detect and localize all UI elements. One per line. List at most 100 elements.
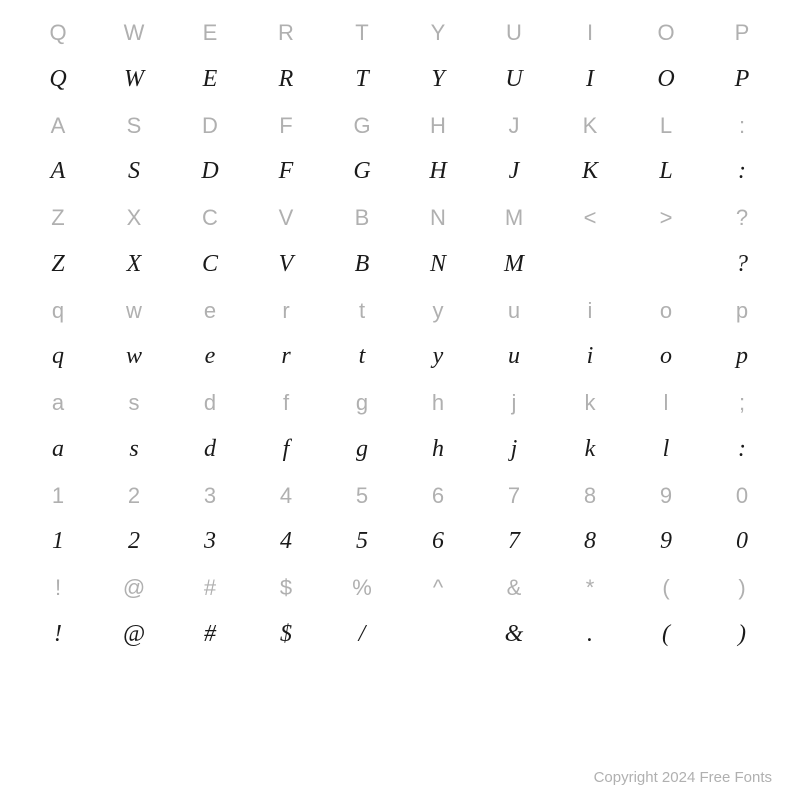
char-glyph: E <box>172 56 248 102</box>
character-map-grid: QWERTYUIOPQWERTYUIOPASDFGHJKL:ASDFGHJKL:… <box>20 10 780 750</box>
char-glyph: & <box>476 611 552 657</box>
char-label: g <box>324 380 400 426</box>
char-glyph: t <box>324 334 400 380</box>
char-glyph: 9 <box>628 519 704 565</box>
char-label: 3 <box>172 473 248 519</box>
char-glyph: y <box>400 334 476 380</box>
char-label: * <box>552 565 628 611</box>
char-label: N <box>400 195 476 241</box>
char-glyph: h <box>400 426 476 472</box>
char-label: 6 <box>400 473 476 519</box>
char-glyph: l <box>628 426 704 472</box>
char-glyph: w <box>96 334 172 380</box>
char-label: i <box>552 288 628 334</box>
char-label: R <box>248 10 324 56</box>
char-glyph: u <box>476 334 552 380</box>
char-label: S <box>96 103 172 149</box>
char-glyph: 1 <box>20 519 96 565</box>
char-glyph: q <box>20 334 96 380</box>
char-glyph: W <box>96 56 172 102</box>
char-label: j <box>476 380 552 426</box>
char-label: P <box>704 10 780 56</box>
char-glyph: 3 <box>172 519 248 565</box>
char-label: ) <box>704 565 780 611</box>
char-glyph: M <box>476 241 552 287</box>
char-glyph: ? <box>704 241 780 287</box>
char-glyph: ( <box>628 611 704 657</box>
char-label: k <box>552 380 628 426</box>
char-label: ^ <box>400 565 476 611</box>
char-glyph: k <box>552 426 628 472</box>
char-glyph: J <box>476 149 552 195</box>
char-label: 1 <box>20 473 96 519</box>
char-glyph: V <box>248 241 324 287</box>
char-label: ! <box>20 565 96 611</box>
copyright-footer: Copyright 2024 Free Fonts <box>594 769 772 786</box>
char-label: > <box>628 195 704 241</box>
char-label: I <box>552 10 628 56</box>
char-label: p <box>704 288 780 334</box>
char-label: W <box>96 10 172 56</box>
char-glyph: R <box>248 56 324 102</box>
char-glyph: 6 <box>400 519 476 565</box>
char-label: D <box>172 103 248 149</box>
char-label: & <box>476 565 552 611</box>
char-glyph: i <box>552 334 628 380</box>
char-glyph: G <box>324 149 400 195</box>
char-label: f <box>248 380 324 426</box>
char-label: ( <box>628 565 704 611</box>
char-label: 2 <box>96 473 172 519</box>
char-glyph: P <box>704 56 780 102</box>
char-glyph <box>628 241 704 287</box>
char-label: u <box>476 288 552 334</box>
char-glyph: f <box>248 426 324 472</box>
char-glyph: F <box>248 149 324 195</box>
char-glyph: Z <box>20 241 96 287</box>
char-glyph: H <box>400 149 476 195</box>
char-label: q <box>20 288 96 334</box>
char-glyph: 7 <box>476 519 552 565</box>
char-glyph: U <box>476 56 552 102</box>
char-glyph: @ <box>96 611 172 657</box>
char-glyph: 2 <box>96 519 172 565</box>
char-label: 8 <box>552 473 628 519</box>
char-label: 5 <box>324 473 400 519</box>
char-label: E <box>172 10 248 56</box>
char-glyph: Y <box>400 56 476 102</box>
char-label: $ <box>248 565 324 611</box>
char-glyph: 4 <box>248 519 324 565</box>
char-label: ; <box>704 380 780 426</box>
char-glyph: . <box>552 611 628 657</box>
char-glyph: T <box>324 56 400 102</box>
char-label: B <box>324 195 400 241</box>
char-label: : <box>704 103 780 149</box>
char-label: # <box>172 565 248 611</box>
char-label: A <box>20 103 96 149</box>
char-glyph: N <box>400 241 476 287</box>
char-label: 4 <box>248 473 324 519</box>
char-label: r <box>248 288 324 334</box>
char-label: H <box>400 103 476 149</box>
char-label: C <box>172 195 248 241</box>
char-label: ? <box>704 195 780 241</box>
char-glyph: : <box>704 426 780 472</box>
char-glyph: D <box>172 149 248 195</box>
char-glyph: B <box>324 241 400 287</box>
char-label: M <box>476 195 552 241</box>
char-glyph: $ <box>248 611 324 657</box>
char-label: Q <box>20 10 96 56</box>
char-label: V <box>248 195 324 241</box>
char-glyph: S <box>96 149 172 195</box>
char-glyph: # <box>172 611 248 657</box>
char-label: F <box>248 103 324 149</box>
char-label: T <box>324 10 400 56</box>
char-glyph: s <box>96 426 172 472</box>
char-label: 0 <box>704 473 780 519</box>
char-glyph: X <box>96 241 172 287</box>
char-glyph: j <box>476 426 552 472</box>
char-label: h <box>400 380 476 426</box>
char-glyph <box>400 611 476 657</box>
char-glyph: L <box>628 149 704 195</box>
char-glyph: e <box>172 334 248 380</box>
char-label: 7 <box>476 473 552 519</box>
